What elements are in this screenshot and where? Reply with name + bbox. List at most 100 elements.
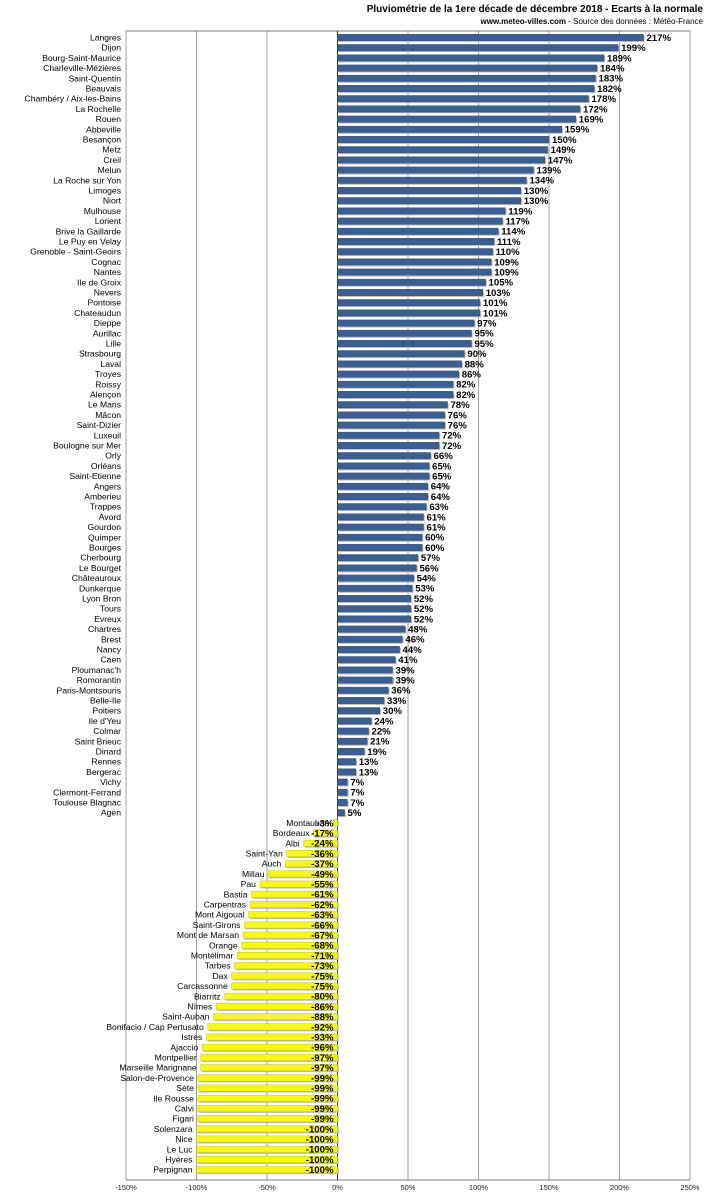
data-label: 41%	[398, 655, 418, 666]
x-tick-label: -50%	[258, 1183, 276, 1192]
bar	[259, 880, 338, 888]
category-label: La Roche sur Yon	[53, 175, 121, 185]
data-label: -99%	[311, 1114, 334, 1125]
category-label: Montauban	[286, 818, 329, 828]
bar	[333, 819, 338, 827]
category-label: Trappes	[90, 502, 121, 512]
category-label: Le Puy en Velay	[59, 237, 122, 247]
bar	[337, 44, 619, 52]
data-label: 56%	[419, 563, 439, 574]
category-label: Saint-Quentin	[68, 73, 121, 83]
data-label: -100%	[306, 1145, 334, 1156]
data-label: 178%	[591, 94, 616, 105]
bar	[241, 941, 338, 949]
x-tick-label: -100%	[186, 1183, 208, 1192]
bar	[337, 319, 475, 327]
category-label: Ile de Groix	[77, 277, 122, 287]
category-label: Saint-Girons	[193, 920, 241, 930]
bar	[337, 615, 412, 623]
data-label: -17%	[311, 829, 334, 840]
data-label: 88%	[465, 359, 485, 370]
category-label: Grenoble - Saint-Geoirs	[30, 247, 121, 257]
category-label: Bordeaux	[273, 828, 310, 838]
bar	[337, 380, 454, 388]
category-label: Vichy	[100, 777, 122, 787]
data-label: -68%	[311, 941, 334, 952]
category-label: Ajaccio	[170, 1042, 198, 1052]
category-label: Limoges	[89, 186, 121, 196]
bar	[337, 748, 365, 755]
category-label: Dieppe	[94, 318, 121, 328]
bar	[286, 850, 338, 857]
bar	[337, 248, 493, 256]
x-tick-label: 250%	[680, 1183, 700, 1192]
bar	[197, 1115, 338, 1123]
bar	[337, 309, 481, 317]
category-label: Niort	[103, 196, 122, 206]
bar	[337, 54, 605, 62]
x-tick-label: 150%	[539, 1183, 559, 1192]
data-label: 101%	[483, 298, 508, 309]
bar	[303, 839, 338, 847]
category-label: Saint-Yan	[246, 849, 283, 859]
bar	[337, 635, 403, 643]
category-label: Mont de Marsan	[177, 930, 239, 940]
data-label: 65%	[432, 461, 452, 472]
bar	[337, 401, 448, 409]
ticks-layer: -150% -100% -50% 0% 50% 100% 150% 200% 250%	[115, 1183, 700, 1192]
data-label: -37%	[311, 859, 334, 870]
category-label: Caen	[100, 655, 121, 665]
category-label: Metz	[102, 145, 121, 155]
data-label: -92%	[311, 1022, 334, 1033]
category-label: Quimper	[88, 532, 121, 542]
bar	[337, 493, 428, 500]
bar	[337, 584, 413, 592]
data-label: 109%	[494, 257, 519, 268]
data-label: -71%	[311, 951, 334, 962]
x-tick-label: 200%	[610, 1183, 630, 1192]
data-label: 44%	[403, 645, 423, 656]
bar	[337, 737, 368, 745]
data-label: 147%	[548, 155, 573, 166]
category-label: Bastia	[224, 889, 248, 899]
category-label: Mâcon	[95, 410, 121, 420]
bar	[224, 992, 338, 1000]
data-label: 130%	[524, 186, 549, 197]
bar	[337, 64, 598, 72]
category-label: Romorantin	[77, 675, 122, 685]
bar	[196, 1156, 338, 1163]
bar	[337, 34, 644, 41]
category-label: Perpignan	[153, 1165, 192, 1175]
category-label: Chartres	[88, 624, 121, 634]
data-label: -100%	[306, 1124, 334, 1135]
bar	[337, 166, 534, 174]
bar	[337, 697, 385, 704]
category-label: Lorient	[95, 216, 122, 226]
category-label: Ploumanac'h	[72, 665, 122, 675]
data-label: 139%	[536, 166, 561, 177]
bar	[337, 656, 396, 664]
category-label: Nancy	[97, 645, 122, 655]
data-label: 65%	[432, 472, 452, 483]
data-label: 39%	[395, 665, 415, 676]
x-tick-label: -150%	[115, 1183, 137, 1192]
data-label: -36%	[311, 849, 334, 860]
data-label: 184%	[600, 64, 625, 75]
category-label: Marseille Marignane	[119, 1063, 197, 1073]
data-label: 101%	[483, 308, 508, 319]
bar	[196, 1166, 338, 1174]
bar	[337, 370, 459, 378]
category-label: Le Mans	[88, 400, 121, 410]
category-label: Tours	[100, 604, 121, 614]
data-label: -49%	[311, 869, 334, 880]
category-label: Nantes	[94, 267, 121, 277]
category-label: Salon-de-Provence	[120, 1073, 194, 1083]
bar	[337, 431, 440, 439]
data-label: 199%	[621, 43, 646, 54]
data-label: 46%	[405, 635, 425, 646]
bar	[197, 1105, 338, 1112]
category-label: Orléans	[91, 461, 121, 471]
bar	[242, 931, 338, 939]
